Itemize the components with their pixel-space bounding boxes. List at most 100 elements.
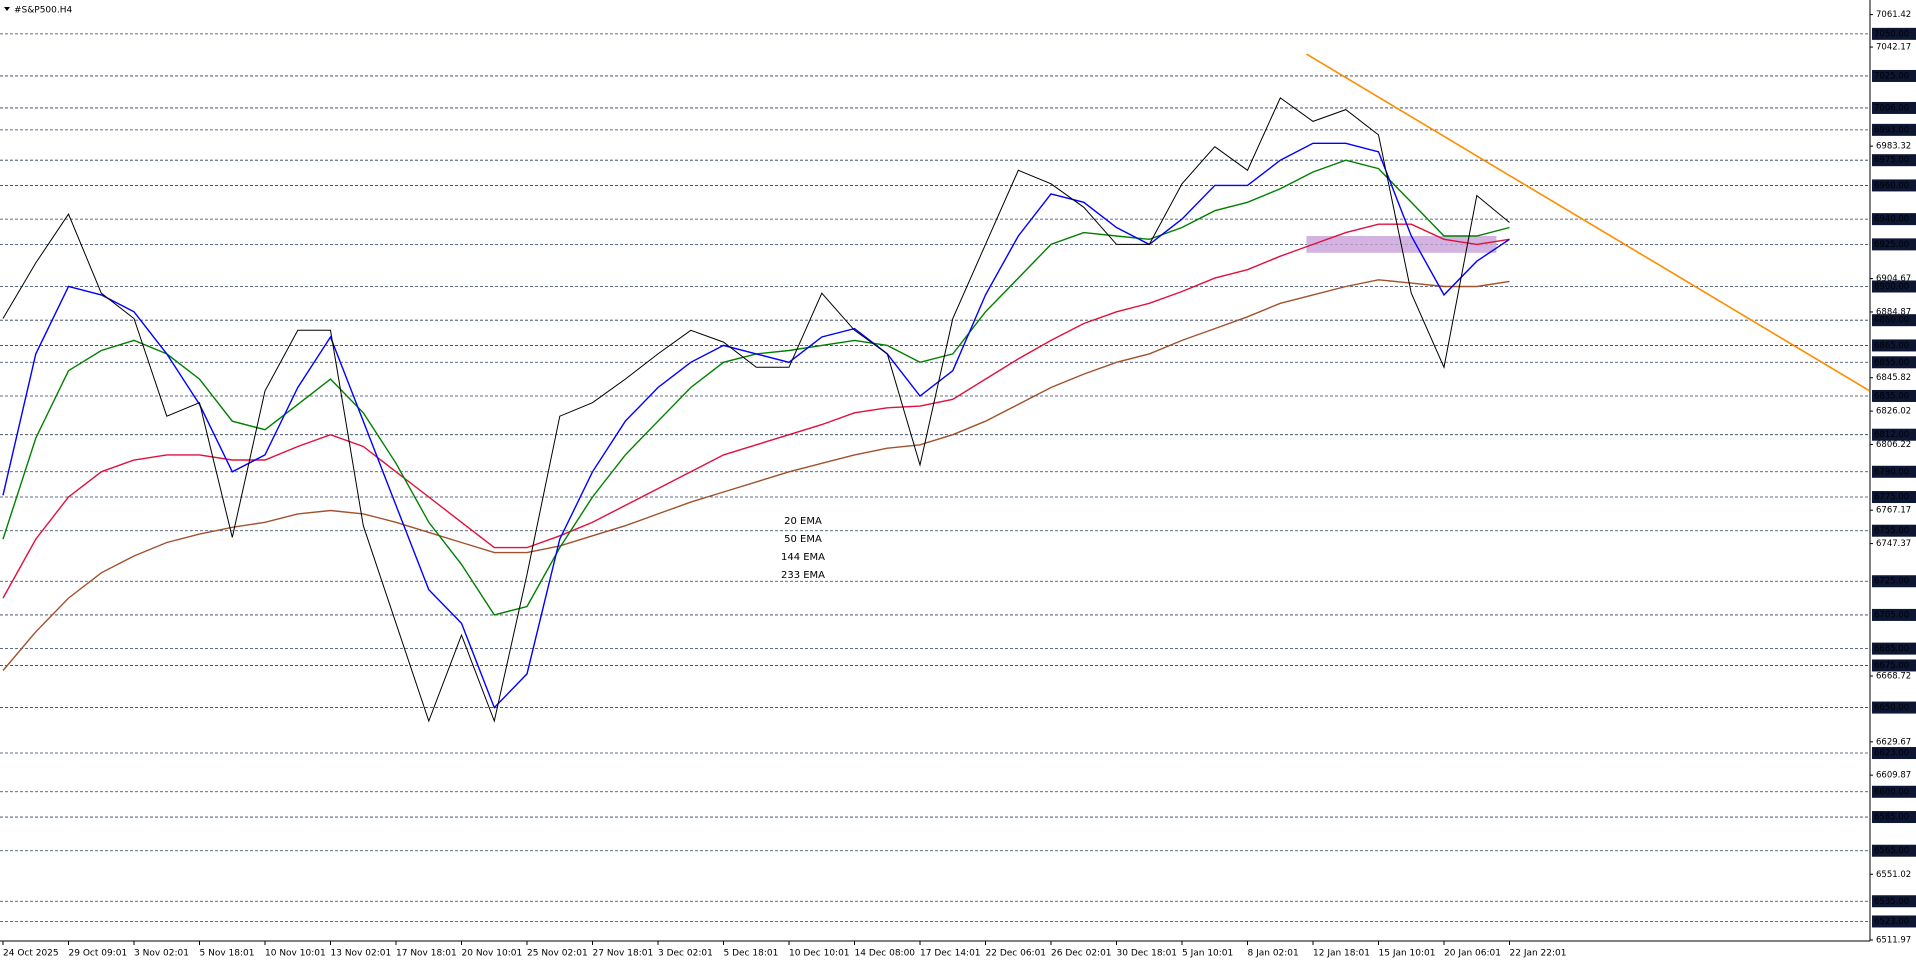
y-tick-label: 6865.00	[1874, 341, 1909, 351]
x-tick-label: 3 Nov 02:01	[134, 949, 189, 959]
level-label-box	[1872, 491, 1916, 504]
x-tick-label: 30 Dec 18:01	[1117, 949, 1178, 959]
y-tick-label: 6668.72	[1876, 672, 1911, 682]
y-tick-label: 6650.00	[1874, 703, 1909, 713]
level-label-box	[1872, 179, 1916, 192]
x-tick-label: 10 Dec 10:01	[789, 949, 850, 959]
legend-label: 144 EMA	[781, 552, 825, 563]
y-tick-label: 6835.00	[1874, 391, 1909, 401]
y-tick-label: 6535.00	[1874, 897, 1909, 907]
x-tick-label: 24 Oct 2025	[3, 949, 59, 959]
level-label-box	[1872, 844, 1916, 857]
level-label-box	[1872, 465, 1916, 478]
y-tick-label: 6775.00	[1874, 493, 1909, 503]
y-tick-label: 6855.00	[1874, 358, 1909, 368]
x-tick-label: 14 Dec 08:00	[855, 949, 916, 959]
y-tick-label: 6767.17	[1876, 506, 1911, 516]
level-label-box	[1872, 524, 1916, 537]
y-tick-label: 6806.22	[1876, 440, 1911, 450]
y-tick-label: 6975.00	[1874, 156, 1909, 166]
x-tick-label: 3 Dec 02:01	[658, 949, 713, 959]
ema-line	[2, 142, 1510, 709]
level-label-box	[1872, 389, 1916, 402]
level-label-box	[1872, 356, 1916, 369]
y-tick-label: 6790.00	[1874, 467, 1909, 477]
x-tick-label: 15 Jan 10:01	[1379, 949, 1436, 959]
y-tick-label: 6725.00	[1874, 577, 1909, 587]
x-tick-label: 12 Jan 18:01	[1313, 949, 1370, 959]
x-tick-label: 22 Jan 22:01	[1510, 949, 1567, 959]
y-tick-label: 6585.00	[1874, 813, 1909, 823]
y-tick-label: 7061.42	[1876, 10, 1911, 20]
x-tick-label: 29 Oct 09:01	[69, 949, 128, 959]
y-tick-label: 6884.87	[1876, 307, 1911, 317]
trend-line	[1306, 53, 1871, 392]
y-tick-label: 6925.00	[1874, 240, 1909, 250]
y-tick-label: 6812.00	[1874, 430, 1909, 440]
level-label-box	[1872, 747, 1916, 760]
y-tick-label: 6685.00	[1874, 644, 1909, 654]
x-tick-label: 27 Nov 18:01	[593, 949, 654, 959]
y-tick-label: 7006.00	[1874, 103, 1909, 113]
y-tick-label: 6845.82	[1876, 373, 1911, 383]
level-label-box	[1872, 575, 1916, 588]
x-tick-label: 22 Dec 06:01	[986, 949, 1047, 959]
ema-line	[2, 279, 1510, 671]
y-tick-label: 6609.87	[1876, 771, 1911, 781]
level-label-box	[1872, 428, 1916, 441]
level-label-box	[1872, 238, 1916, 251]
y-tick-label: 6565.00	[1874, 846, 1909, 856]
y-tick-label: 7050.00	[1874, 29, 1909, 39]
level-label-box	[1872, 101, 1916, 114]
level-label-box	[1872, 915, 1916, 928]
y-tick-label: 6623.00	[1874, 749, 1909, 759]
level-label-box	[1872, 27, 1916, 40]
x-tick-label: 13 Nov 02:01	[331, 949, 392, 959]
x-tick-label: 20 Nov 10:01	[462, 949, 523, 959]
x-tick-label: 17 Nov 18:01	[396, 949, 457, 959]
y-tick-label: 6511.97	[1876, 936, 1911, 946]
level-label-box	[1872, 785, 1916, 798]
y-tick-label: 6826.02	[1876, 407, 1911, 417]
legend-label: 20 EMA	[784, 516, 822, 527]
y-tick-label: 6629.67	[1876, 737, 1911, 747]
level-label-box	[1872, 339, 1916, 352]
y-tick-label: 6600.00	[1874, 787, 1909, 797]
x-tick-label: 25 Nov 02:01	[527, 949, 588, 959]
x-tick-label: 5 Jan 10:01	[1182, 949, 1233, 959]
y-tick-label: 6523.00	[1874, 917, 1909, 927]
level-label-box	[1872, 701, 1916, 714]
x-tick-label: 17 Dec 14:01	[920, 949, 981, 959]
title-icon	[4, 7, 10, 11]
y-tick-label: 7042.17	[1876, 43, 1911, 53]
y-tick-label: 6904.67	[1876, 274, 1911, 284]
legend-label: 233 EMA	[781, 570, 825, 581]
level-label-box	[1872, 213, 1916, 226]
chart-title: #S&P500.H4	[14, 6, 73, 16]
y-tick-label: 6960.00	[1874, 181, 1909, 191]
x-tick-label: 26 Dec 02:01	[1051, 949, 1112, 959]
y-tick-label: 6747.37	[1876, 539, 1911, 549]
y-tick-label: 6755.00	[1874, 526, 1909, 536]
level-label-box	[1872, 69, 1916, 82]
y-tick-label: 6705.00	[1874, 610, 1909, 620]
level-label-box	[1872, 280, 1916, 293]
level-label-box	[1872, 659, 1916, 672]
y-tick-label: 6551.02	[1876, 870, 1911, 880]
x-tick-label: 8 Jan 02:01	[1248, 949, 1299, 959]
level-label-box	[1872, 314, 1916, 327]
price-line	[2, 97, 1510, 723]
y-tick-label: 6900.00	[1874, 282, 1909, 292]
level-label-box	[1872, 154, 1916, 167]
level-label-box	[1872, 123, 1916, 136]
legend-label: 50 EMA	[784, 534, 822, 545]
x-tick-label: 5 Dec 18:01	[724, 949, 779, 959]
y-tick-label: 6940.00	[1874, 215, 1909, 225]
x-tick-label: 10 Nov 10:01	[265, 949, 326, 959]
x-tick-label: 5 Nov 18:01	[200, 949, 255, 959]
level-label-box	[1872, 642, 1916, 655]
level-label-box	[1872, 608, 1916, 621]
y-tick-label: 6675.00	[1874, 661, 1909, 671]
